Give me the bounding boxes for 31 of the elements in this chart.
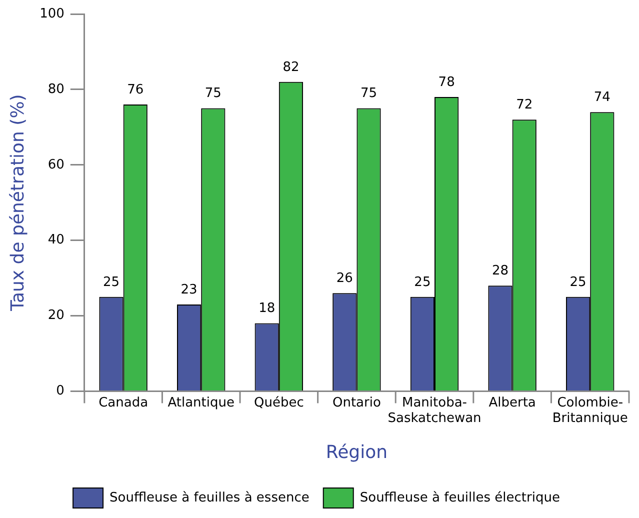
y-tick-label: 0 — [56, 384, 64, 399]
data-label: 76 — [127, 82, 144, 98]
data-label: 25 — [570, 274, 586, 290]
data-label: 18 — [258, 301, 276, 316]
y-tick-label: 60 — [48, 157, 64, 172]
data-label: 75 — [204, 86, 222, 102]
x-tick-label: Alberta — [488, 395, 536, 410]
data-label: 78 — [438, 74, 455, 90]
data-label: 23 — [180, 282, 198, 298]
y-axis-title: Taux de pénétration (%) — [7, 94, 28, 312]
legend-label: Souffleuse à feuilles électrique — [360, 490, 560, 506]
x-tick-label: Colombie-Britannique — [552, 395, 628, 426]
y-tick-label: 40 — [48, 232, 64, 248]
data-label: 25 — [414, 274, 431, 290]
x-tick-label: Québec — [254, 395, 304, 410]
x-axis-title: Région — [326, 442, 388, 463]
x-tick-label: Atlantique — [168, 395, 234, 410]
data-label: 82 — [282, 60, 300, 75]
data-label: 28 — [492, 263, 509, 278]
x-tick-label: Ontario — [332, 395, 381, 410]
legend-label: Souffleuse à feuilles à essence — [110, 490, 310, 506]
data-label: 26 — [336, 271, 353, 286]
data-label: 25 — [102, 274, 120, 290]
data-label: 72 — [516, 97, 533, 112]
y-tick-label: 20 — [48, 308, 64, 324]
x-tick-label: Manitoba-Saskatchewan — [388, 395, 482, 426]
x-tick-label: Canada — [98, 395, 148, 410]
data-label: 74 — [594, 90, 610, 105]
data-label: 75 — [360, 86, 378, 102]
y-tick-label: 100 — [40, 6, 64, 22]
y-tick-label: 80 — [48, 82, 64, 97]
